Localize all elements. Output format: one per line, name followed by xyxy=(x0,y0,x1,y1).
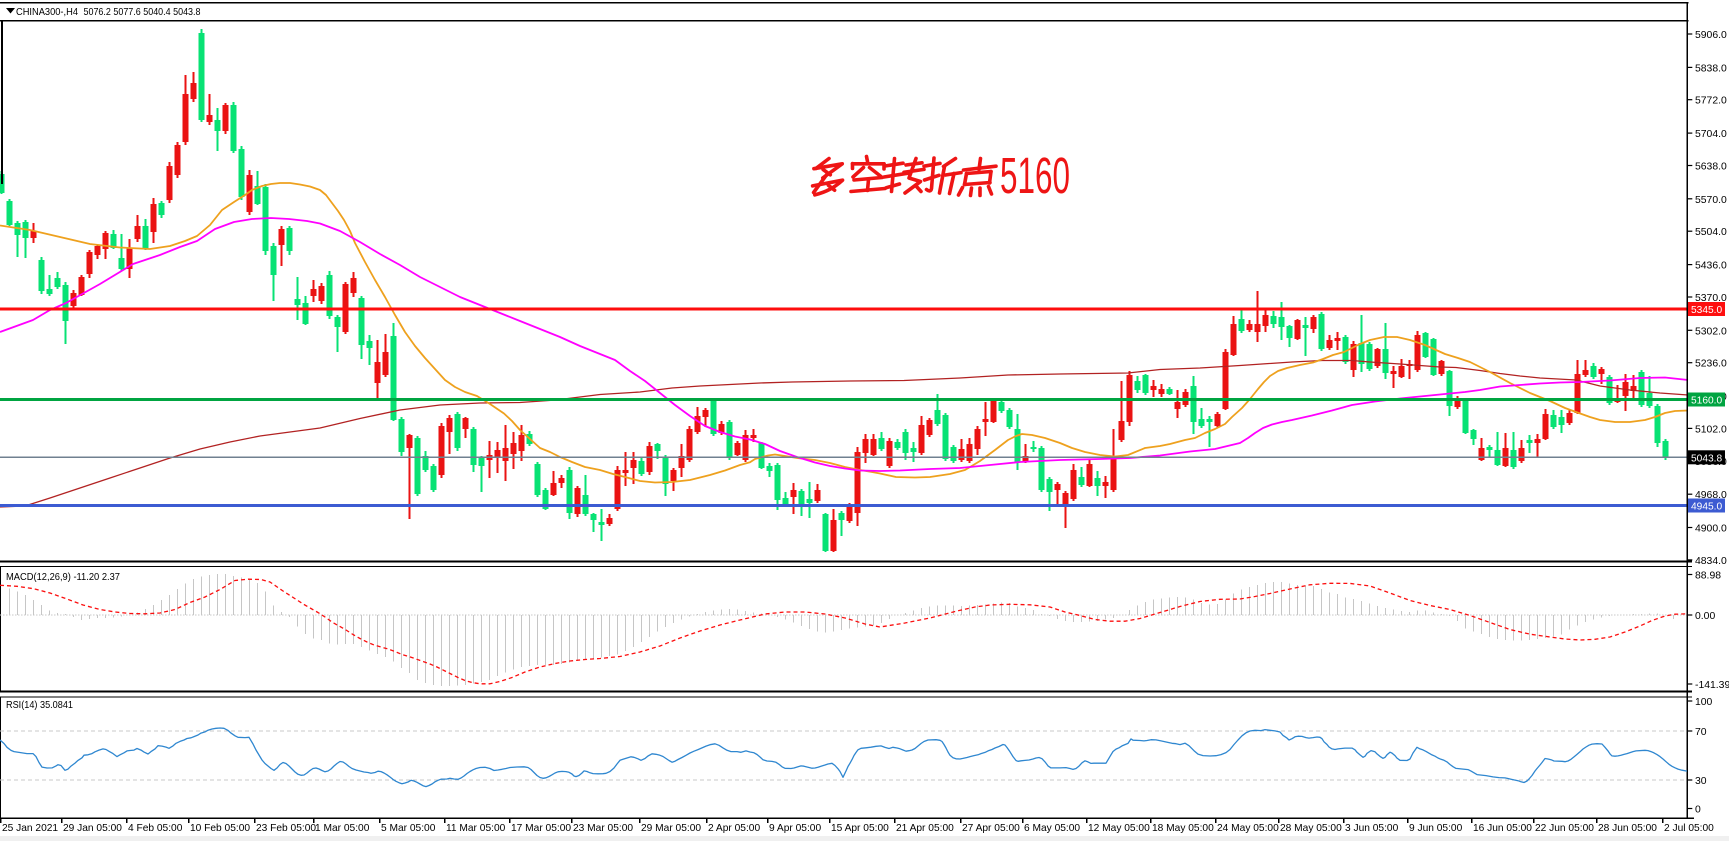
svg-text:30: 30 xyxy=(1695,776,1707,787)
svg-text:0.00: 0.00 xyxy=(1695,611,1715,622)
svg-text:22 Jun 05:00: 22 Jun 05:00 xyxy=(1535,823,1594,834)
svg-text:1 Mar 05:00: 1 Mar 05:00 xyxy=(315,823,370,834)
svg-text:10 Feb 05:00: 10 Feb 05:00 xyxy=(190,823,250,834)
svg-text:CHINA300-,H4: CHINA300-,H4 xyxy=(16,6,78,18)
svg-text:24 May 05:00: 24 May 05:00 xyxy=(1217,823,1279,834)
svg-text:4945.0: 4945.0 xyxy=(1691,502,1722,513)
svg-text:5302.0: 5302.0 xyxy=(1695,326,1727,337)
svg-text:5160.0: 5160.0 xyxy=(1691,396,1722,407)
svg-text:70: 70 xyxy=(1695,727,1707,738)
svg-text:6 May 05:00: 6 May 05:00 xyxy=(1024,823,1080,834)
svg-text:5160: 5160 xyxy=(1000,147,1070,204)
svg-text:5772.0: 5772.0 xyxy=(1695,96,1727,107)
svg-text:5638.0: 5638.0 xyxy=(1695,162,1727,173)
svg-text:0: 0 xyxy=(1695,805,1701,816)
svg-text:3 Jun 05:00: 3 Jun 05:00 xyxy=(1345,823,1399,834)
svg-text:5370.0: 5370.0 xyxy=(1695,293,1727,304)
svg-text:18 May 05:00: 18 May 05:00 xyxy=(1152,823,1214,834)
svg-text:15 Apr 05:00: 15 Apr 05:00 xyxy=(831,823,889,834)
svg-text:5 Mar 05:00: 5 Mar 05:00 xyxy=(381,823,436,834)
svg-text:2 Apr 05:00: 2 Apr 05:00 xyxy=(708,823,760,834)
svg-text:23 Mar 05:00: 23 Mar 05:00 xyxy=(573,823,633,834)
svg-text:25 Jan 2021: 25 Jan 2021 xyxy=(2,823,58,834)
svg-text:-141.39: -141.39 xyxy=(1695,680,1729,691)
svg-text:5102.0: 5102.0 xyxy=(1695,424,1727,435)
svg-text:28 May 05:00: 28 May 05:00 xyxy=(1280,823,1342,834)
svg-text:4900.0: 4900.0 xyxy=(1695,524,1727,535)
svg-text:16 Jun 05:00: 16 Jun 05:00 xyxy=(1473,823,1532,834)
svg-text:4968.0: 4968.0 xyxy=(1695,490,1727,501)
svg-text:28 Jun 05:00: 28 Jun 05:00 xyxy=(1598,823,1657,834)
svg-text:5076.2 5077.6 5040.4 5043.8: 5076.2 5077.6 5040.4 5043.8 xyxy=(84,6,201,18)
svg-text:12 May 05:00: 12 May 05:00 xyxy=(1088,823,1150,834)
svg-text:5704.0: 5704.0 xyxy=(1695,129,1727,140)
svg-text:5570.0: 5570.0 xyxy=(1695,195,1727,206)
svg-text:MACD(12,26,9) -11.20 2.37: MACD(12,26,9) -11.20 2.37 xyxy=(6,572,120,583)
svg-text:5345.0: 5345.0 xyxy=(1691,305,1722,316)
svg-text:5436.0: 5436.0 xyxy=(1695,261,1727,272)
svg-text:23 Feb 05:00: 23 Feb 05:00 xyxy=(256,823,316,834)
svg-text:11 Mar 05:00: 11 Mar 05:00 xyxy=(446,823,506,834)
svg-text:17 Mar 05:00: 17 Mar 05:00 xyxy=(511,823,571,834)
svg-text:88.98: 88.98 xyxy=(1695,571,1721,582)
svg-text:RSI(14) 35.0841: RSI(14) 35.0841 xyxy=(6,700,73,711)
svg-text:5838.0: 5838.0 xyxy=(1695,63,1727,74)
svg-text:5043.8: 5043.8 xyxy=(1691,453,1722,464)
svg-text:4834.0: 4834.0 xyxy=(1695,556,1727,567)
svg-text:9 Apr 05:00: 9 Apr 05:00 xyxy=(769,823,821,834)
svg-text:100: 100 xyxy=(1695,697,1713,708)
svg-text:5906.0: 5906.0 xyxy=(1695,30,1727,41)
svg-text:29 Mar 05:00: 29 Mar 05:00 xyxy=(641,823,701,834)
svg-text:29 Jan 05:00: 29 Jan 05:00 xyxy=(63,823,122,834)
svg-text:21 Apr 05:00: 21 Apr 05:00 xyxy=(896,823,954,834)
svg-text:2 Jul 05:00: 2 Jul 05:00 xyxy=(1664,823,1714,834)
svg-text:5236.0: 5236.0 xyxy=(1695,359,1727,370)
svg-text:27 Apr 05:00: 27 Apr 05:00 xyxy=(962,823,1020,834)
svg-text:9 Jun 05:00: 9 Jun 05:00 xyxy=(1409,823,1463,834)
svg-text:5504.0: 5504.0 xyxy=(1695,227,1727,238)
svg-text:4 Feb 05:00: 4 Feb 05:00 xyxy=(128,823,183,834)
